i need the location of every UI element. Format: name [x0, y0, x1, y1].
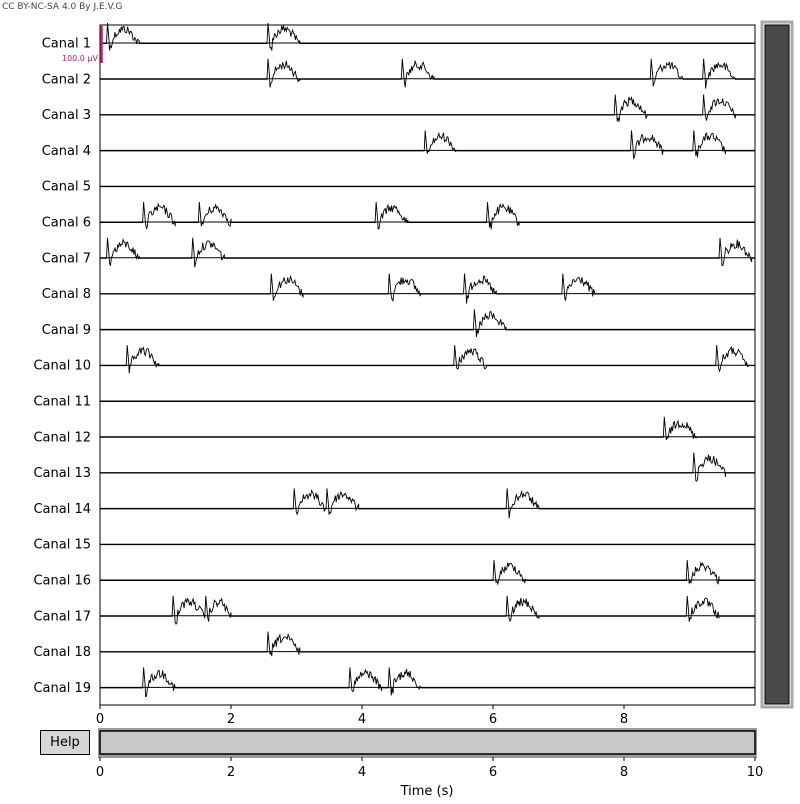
x-tick-label: 8	[620, 712, 628, 727]
channel-label: Canal 13	[33, 466, 91, 481]
channel-trace	[100, 488, 755, 519]
slider-tick-label: 10	[747, 765, 764, 780]
channel-label: Canal 9	[42, 323, 91, 338]
channel-label: Canal 1	[42, 37, 91, 52]
trace-path	[100, 416, 755, 441]
scrollbar-thumb[interactable]	[764, 24, 790, 705]
channel-labels: Canal 1 Canal 2 Canal 3 Canal 4 Canal 5 Canal…	[33, 37, 755, 696]
channel-trace	[100, 22, 755, 51]
channel-trace	[100, 237, 755, 268]
channel-label: Canal 18	[33, 645, 91, 660]
trace-path	[100, 237, 755, 268]
trace-path	[100, 58, 755, 89]
help-button[interactable]: Help	[40, 730, 90, 755]
channel-trace	[100, 273, 755, 304]
slider-tick-label: 4	[358, 765, 366, 780]
channel-label: Canal 15	[33, 538, 91, 553]
trace-path	[100, 273, 755, 304]
time-slider-axis: 0 2 4 6 8 10	[96, 757, 763, 780]
x-tick-label: 2	[227, 712, 235, 727]
plot-frame	[99, 24, 756, 706]
trace-path	[100, 22, 755, 51]
channel-label: Canal 8	[42, 287, 91, 302]
traces-layer	[100, 22, 755, 698]
channel-trace	[100, 345, 755, 374]
channel-trace	[100, 416, 755, 441]
scale-label: 100.0 µV	[62, 54, 99, 63]
trace-path	[100, 130, 755, 160]
channel-label: Canal 5	[42, 180, 91, 195]
channel-label: Canal 7	[42, 251, 91, 266]
channel-label: Canal 16	[33, 574, 91, 589]
trace-path	[100, 201, 755, 230]
trace-path	[100, 345, 755, 374]
channel-trace	[100, 58, 755, 89]
channel-label: Canal 6	[42, 216, 91, 231]
channel-trace	[100, 667, 755, 698]
channel-trace	[100, 94, 755, 122]
trace-path	[100, 94, 755, 122]
slider-tick-label: 0	[96, 765, 104, 780]
trace-path	[100, 631, 755, 657]
channel-label: Canal 12	[33, 430, 91, 445]
channel-trace	[100, 130, 755, 160]
x-tick-label: 0	[96, 712, 104, 727]
credit-text: CC BY-NC-SA 4.0 By J.E.V.G	[2, 2, 122, 12]
time-slider[interactable]	[98, 728, 757, 758]
channel-trace	[100, 631, 755, 657]
channel-trace	[100, 595, 755, 625]
x-tick-label: 6	[489, 712, 497, 727]
channel-label: Canal 19	[33, 681, 91, 696]
channel-label: Canal 3	[42, 108, 91, 123]
trace-path	[100, 452, 755, 482]
channel-label: Canal 14	[33, 502, 91, 517]
channel-label: Canal 4	[42, 144, 91, 159]
channel-label: Canal 2	[42, 72, 91, 87]
trace-path	[100, 488, 755, 519]
channel-trace	[100, 452, 755, 482]
x-tick-label: 4	[358, 712, 366, 727]
slider-tick-label: 6	[489, 765, 497, 780]
channel-label: Canal 10	[33, 359, 91, 374]
channel-label: Canal 17	[33, 609, 91, 624]
trace-path	[100, 309, 755, 338]
slider-tick-label: 8	[620, 765, 628, 780]
x-axis-label: Time (s)	[400, 784, 454, 799]
slider-tick-label: 2	[227, 765, 235, 780]
channel-trace	[100, 309, 755, 338]
trace-path	[100, 595, 755, 625]
channel-scrollbar[interactable]	[760, 20, 794, 709]
x-axis: 0 2 4 6 8	[96, 705, 628, 727]
channel-label: Canal 11	[33, 395, 91, 410]
channel-trace	[100, 201, 755, 230]
time-slider-window[interactable]	[99, 730, 756, 755]
trace-path	[100, 667, 755, 698]
